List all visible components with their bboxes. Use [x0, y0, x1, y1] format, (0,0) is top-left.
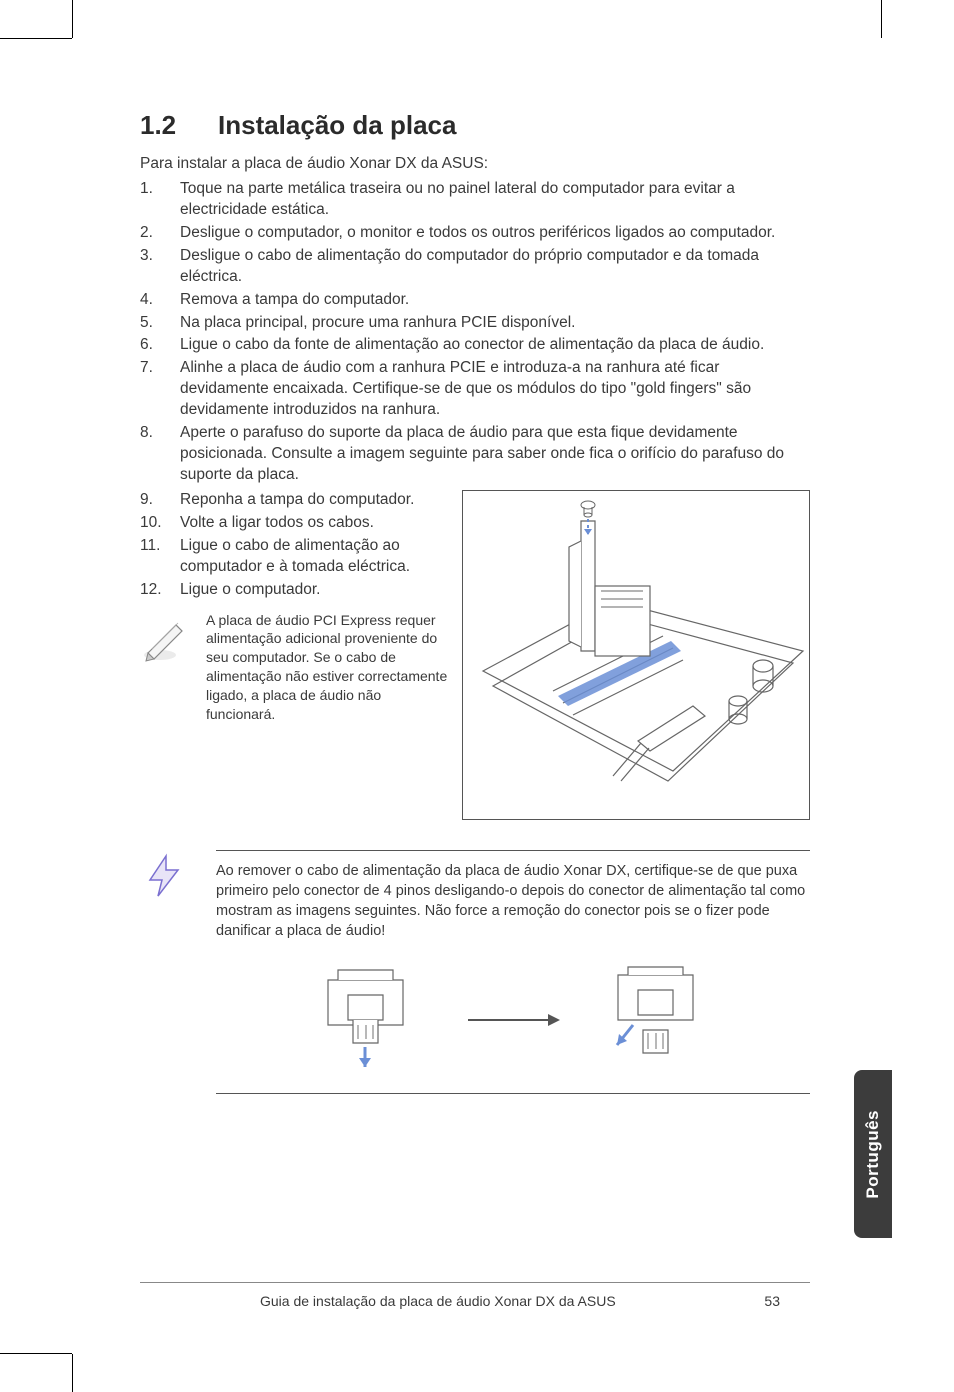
step-text: Desligue o computador, o monitor e todos…	[180, 223, 810, 244]
section-heading: 1.2Instalação da placa	[140, 110, 810, 141]
step-text: Na placa principal, procure uma ranhura …	[180, 313, 810, 334]
warning-text: Ao remover o cabo de alimentação da plac…	[216, 861, 810, 941]
step-text: Ligue o computador.	[180, 580, 450, 601]
step-text: Volte a ligar todos os cabos.	[180, 513, 450, 534]
intro-text: Para instalar a placa de áudio Xonar DX …	[140, 155, 810, 173]
pencil-icon	[140, 615, 188, 663]
right-column	[462, 490, 810, 820]
step-number: 8.	[140, 423, 180, 486]
page-footer: Guia de instalação da placa de áudio Xon…	[140, 1282, 810, 1309]
step-number: 12.	[140, 580, 180, 601]
warning-block: Ao remover o cabo de alimentação da plac…	[140, 850, 810, 1094]
step-number: 7.	[140, 358, 180, 421]
steps-list-cont: 9.Reponha a tampa do computador. 10.Volt…	[140, 490, 450, 601]
step-number: 10.	[140, 513, 180, 534]
step-text: Desligue o cabo de alimentação do comput…	[180, 246, 810, 288]
install-diagram	[462, 490, 810, 820]
step-number: 11.	[140, 536, 180, 578]
step-number: 4.	[140, 290, 180, 311]
language-tab: Português	[854, 1070, 892, 1238]
step-text: Reponha a tampa do computador.	[180, 490, 450, 511]
step-text: Ligue o cabo de alimentação ao computado…	[180, 536, 450, 578]
steps-list: 1.Toque na parte metálica traseira ou no…	[140, 179, 810, 486]
note-text: A placa de áudio PCI Express requer alim…	[206, 611, 450, 724]
section-number: 1.2	[140, 110, 218, 141]
step-text: Remova a tampa do computador.	[180, 290, 810, 311]
page-number: 53	[764, 1293, 780, 1309]
lower-row: 9.Reponha a tampa do computador. 10.Volt…	[140, 490, 810, 820]
step-text: Toque na parte metálica traseira ou no p…	[180, 179, 810, 221]
step-number: 6.	[140, 335, 180, 356]
section-title-text: Instalação da placa	[218, 110, 456, 140]
step-number: 1.	[140, 179, 180, 221]
connector-diagrams	[216, 965, 810, 1075]
step-number: 2.	[140, 223, 180, 244]
connector-diagram-1	[308, 965, 428, 1075]
note-block: A placa de áudio PCI Express requer alim…	[140, 611, 450, 724]
sequence-arrow-icon	[468, 1019, 558, 1021]
left-column: 9.Reponha a tampa do computador. 10.Volt…	[140, 490, 450, 820]
page-content: 1.2Instalação da placa Para instalar a p…	[140, 110, 810, 1094]
step-number: 3.	[140, 246, 180, 288]
step-number: 9.	[140, 490, 180, 511]
language-tab-label: Português	[863, 1110, 883, 1199]
footer-text: Guia de instalação da placa de áudio Xon…	[260, 1293, 616, 1309]
connector-diagram-2	[598, 965, 718, 1075]
warning-body: Ao remover o cabo de alimentação da plac…	[216, 850, 810, 1094]
lightning-icon	[140, 852, 188, 900]
step-number: 5.	[140, 313, 180, 334]
step-text: Ligue o cabo da fonte de alimentação ao …	[180, 335, 810, 356]
step-text: Alinhe a placa de áudio com a ranhura PC…	[180, 358, 810, 421]
step-text: Aperte o parafuso do suporte da placa de…	[180, 423, 810, 486]
